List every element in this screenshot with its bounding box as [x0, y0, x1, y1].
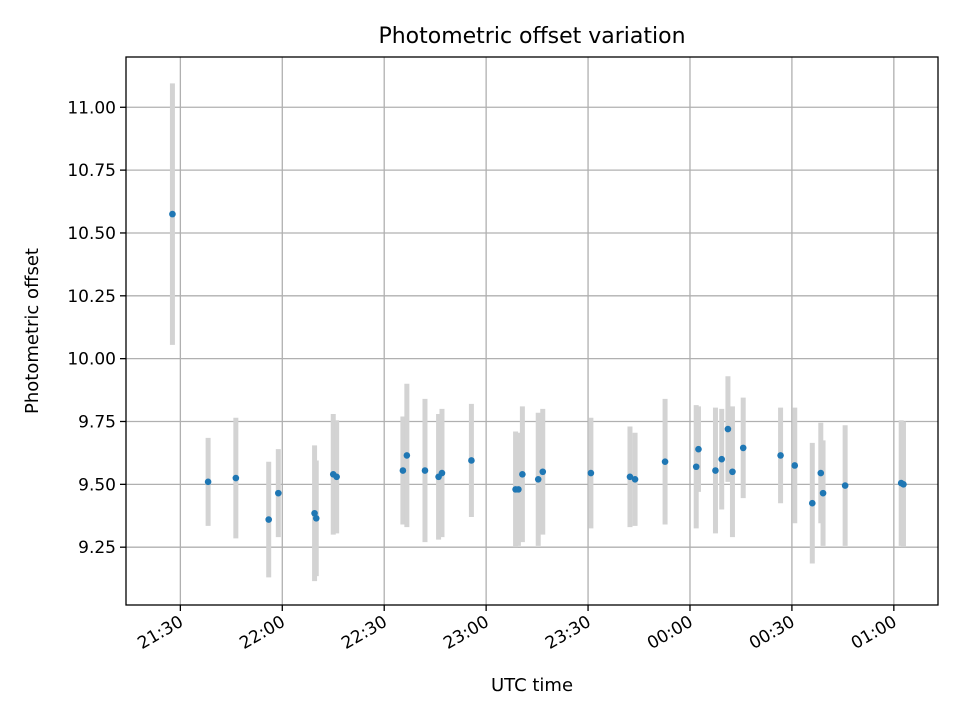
y-tick-label: 9.75: [78, 412, 116, 432]
data-points: [169, 210, 907, 523]
data-point: [626, 473, 634, 481]
data-point: [519, 470, 526, 478]
data-point: [515, 486, 522, 493]
data-point: [534, 476, 542, 483]
data-point: [631, 476, 639, 483]
y-tick-label: 10.25: [67, 287, 116, 307]
data-point: [718, 455, 725, 463]
data-point: [438, 469, 446, 477]
y-tick-label: 9.50: [78, 475, 116, 495]
data-point: [421, 467, 429, 474]
y-tick-label: 11.00: [67, 98, 116, 118]
y-axis: 9.25 9.50 9.75 10.00 10.25 10.50 10.75 11.00: [67, 98, 126, 558]
data-point: [311, 509, 318, 517]
data-point: [724, 425, 732, 433]
grid: [126, 57, 938, 605]
data-point: [399, 467, 407, 474]
data-point: [539, 468, 547, 476]
data-point: [739, 444, 747, 452]
data-point: [312, 514, 320, 522]
x-axis-title: UTC time: [491, 675, 573, 696]
plot-frame: [125, 56, 939, 606]
y-axis-title: Photometric offset: [22, 248, 43, 414]
data-point: [841, 482, 849, 489]
data-point: [808, 499, 816, 507]
data-point: [333, 473, 340, 481]
y-tick-label: 10.50: [67, 224, 116, 244]
data-point: [900, 481, 907, 488]
data-point: [204, 478, 212, 486]
data-point: [169, 210, 176, 218]
data-point: [777, 452, 784, 459]
data-point: [695, 445, 702, 453]
data-point: [275, 489, 282, 497]
y-tick-label: 10.75: [67, 161, 116, 181]
data-point: [403, 452, 411, 459]
data-point: [265, 516, 272, 523]
data-point: [587, 469, 595, 477]
data-point: [791, 462, 799, 469]
data-point: [692, 463, 700, 471]
data-point: [712, 467, 719, 474]
data-point: [729, 468, 736, 476]
data-point: [819, 489, 827, 497]
data-point: [817, 469, 825, 477]
chart-title: Photometric offset variation: [378, 24, 685, 49]
data-point: [661, 458, 669, 466]
data-point: [232, 474, 240, 482]
data-point: [468, 457, 475, 464]
y-tick-label: 9.25: [78, 538, 116, 558]
y-tick-label: 10.00: [67, 350, 116, 370]
